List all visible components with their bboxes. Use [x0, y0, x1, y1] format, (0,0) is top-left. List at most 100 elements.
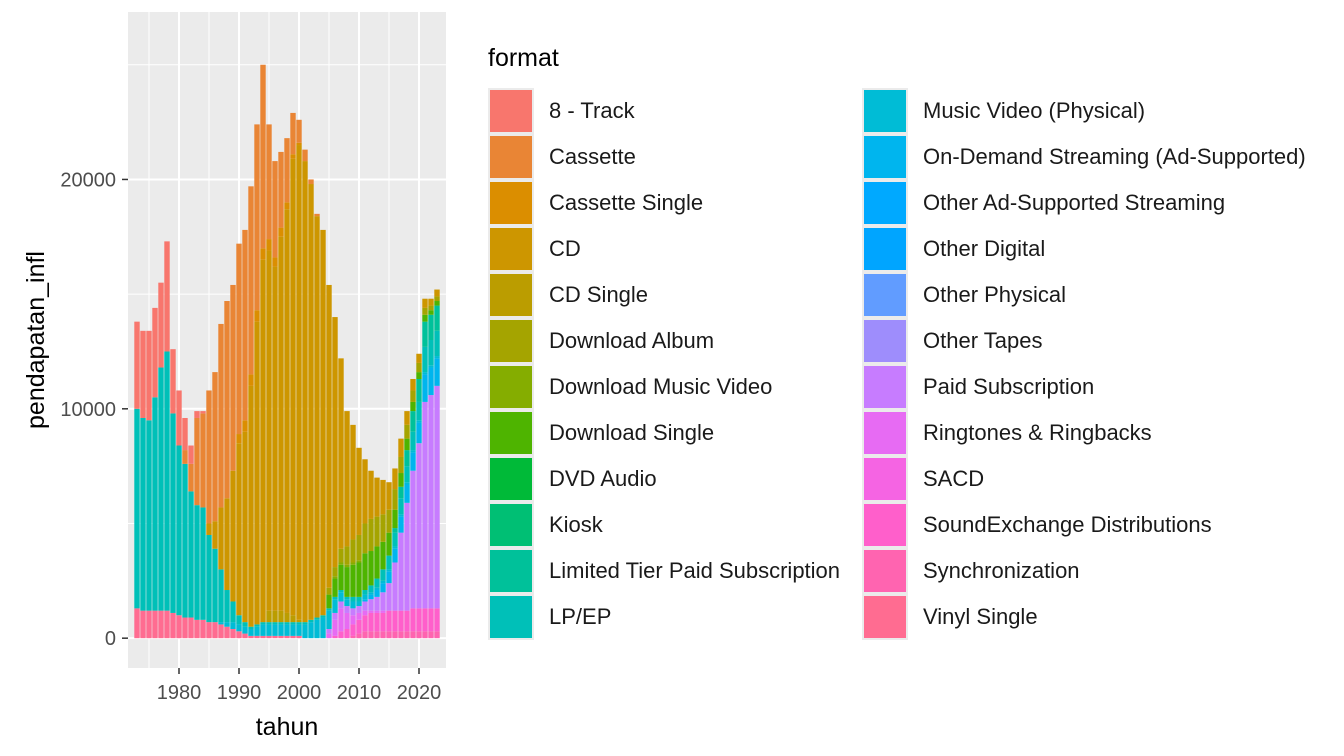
- bar-segment: [422, 346, 428, 373]
- bar-segment: [182, 617, 188, 639]
- bar-segment: [296, 624, 302, 636]
- bar-segment: [182, 450, 188, 464]
- bar-segment: [356, 562, 362, 597]
- bar-segment: [416, 420, 422, 423]
- bar-segment: [434, 305, 440, 331]
- bar-segment: [308, 184, 314, 620]
- bar-segment: [422, 401, 428, 609]
- bar-segment: [224, 590, 230, 623]
- bar-segment: [392, 509, 398, 529]
- bar-segment: [242, 431, 248, 623]
- bar-segment: [410, 450, 416, 453]
- bar-segment: [248, 385, 254, 627]
- x-axis-title: tahun: [256, 713, 319, 741]
- legend-key: [862, 410, 908, 456]
- bar-segment: [212, 521, 218, 549]
- bar-segment: [362, 615, 368, 632]
- bar-segment: [218, 323, 224, 508]
- bar-segment: [194, 417, 200, 506]
- legend-key: [862, 548, 908, 594]
- bar-segment: [224, 622, 230, 627]
- legend-key: [488, 88, 534, 134]
- bar-segment: [188, 463, 194, 492]
- bar-segment: [434, 301, 440, 306]
- bar-segment: [326, 608, 332, 611]
- bar-segment: [206, 622, 212, 639]
- bar-segment: [410, 470, 416, 609]
- bar-segment: [392, 548, 398, 563]
- bar-segment: [428, 305, 434, 311]
- bar-segment: [344, 567, 350, 597]
- bar-segment: [194, 411, 200, 418]
- bar-segment: [386, 555, 392, 570]
- legend-key: [488, 272, 534, 318]
- bar-segment: [314, 216, 320, 618]
- bars: [134, 64, 440, 639]
- bar-segment: [392, 562, 398, 611]
- bar-segment: [380, 580, 386, 584]
- bar-segment: [434, 608, 440, 632]
- bar-segment: [176, 445, 182, 616]
- legend-key: [488, 226, 534, 272]
- bar-segment: [314, 213, 320, 217]
- bar-segment: [218, 569, 224, 623]
- bar-segment: [332, 599, 338, 613]
- bar-segment: [158, 367, 164, 611]
- bar-segment: [296, 119, 302, 143]
- bar-segment: [374, 578, 380, 588]
- bar-segment: [170, 612, 176, 639]
- legend-swatch: [490, 550, 532, 592]
- bar-segment: [290, 154, 296, 159]
- legend-key: [488, 548, 534, 594]
- x-tick-label: 2010: [337, 682, 382, 704]
- bar-segment: [338, 358, 344, 549]
- bar-segment: [344, 629, 350, 639]
- bar-segment: [350, 596, 356, 602]
- legend-label: Other Digital: [923, 236, 1046, 261]
- bar-segment: [224, 301, 230, 499]
- bar-segment: [284, 209, 290, 613]
- bar-segment: [182, 463, 188, 618]
- bar-segment: [434, 631, 440, 639]
- bar-segment: [404, 411, 410, 425]
- bar-segment: [158, 282, 164, 368]
- legend-label: 8 - Track: [549, 98, 635, 123]
- legend-label: DVD Audio: [549, 466, 657, 491]
- bar-segment: [266, 622, 272, 625]
- bar-segment: [326, 284, 332, 588]
- bar-segment: [416, 372, 422, 379]
- bar-segment: [332, 578, 338, 597]
- bar-segment: [422, 298, 428, 308]
- bar-segment: [278, 610, 284, 623]
- bar-segment: [368, 594, 374, 600]
- bar-segment: [386, 509, 392, 533]
- bar-segment: [194, 505, 200, 620]
- y-axis-title: pendapatan_infl: [22, 251, 50, 429]
- bar-segment: [380, 541, 386, 570]
- bar-segment: [284, 622, 290, 625]
- bar-segment: [212, 548, 218, 623]
- bar-segment: [332, 619, 338, 636]
- legend-label: Vinyl Single: [923, 604, 1038, 629]
- bar-segment: [134, 608, 140, 639]
- bar-segment: [356, 560, 362, 563]
- bar-segment: [344, 599, 350, 607]
- bar-segment: [260, 64, 266, 249]
- bar-segment: [422, 631, 428, 639]
- bar-segment: [194, 619, 200, 639]
- bar-segment: [380, 592, 386, 611]
- bar-segment: [236, 443, 242, 616]
- bar-segment: [152, 307, 158, 398]
- legend-label: Ringtones & Ringbacks: [923, 420, 1152, 445]
- bar-segment: [302, 622, 308, 625]
- bar-segment: [314, 619, 320, 639]
- legend-swatch: [864, 550, 906, 592]
- bar-segment: [374, 631, 380, 639]
- bar-segment: [362, 610, 368, 616]
- bar-segment: [320, 617, 326, 639]
- legend-swatch: [864, 504, 906, 546]
- bar-segment: [302, 161, 308, 623]
- bar-segment: [422, 372, 428, 375]
- bar-segment: [356, 633, 362, 639]
- bar-segment: [152, 610, 158, 639]
